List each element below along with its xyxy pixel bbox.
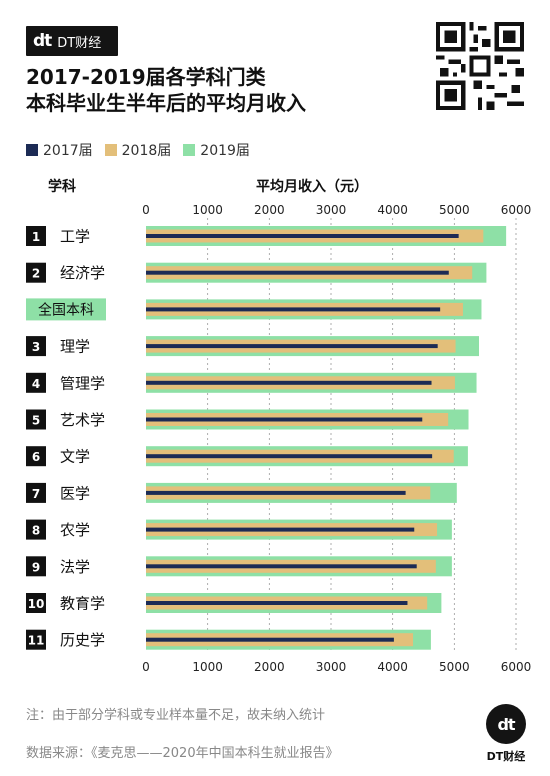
x-tick-label-bottom-3000: 3000 [316, 660, 347, 674]
legend-label-2017: 2017届 [43, 143, 93, 159]
subject-column-header: 学科 [48, 179, 76, 195]
bar-2017-6 [146, 454, 433, 459]
rank-badge-9 [26, 519, 46, 540]
bar-2017-1 [146, 270, 449, 275]
bar-2017-8 [146, 527, 415, 532]
rank-number-2: 2 [32, 267, 40, 281]
x-tick-label-top-0: 0 [142, 203, 150, 217]
rank-number-12: 11 [28, 634, 45, 648]
rank-number-4: 3 [32, 340, 40, 354]
category-label-9: 农学 [60, 521, 90, 539]
rank-badge-12 [26, 629, 46, 650]
x-tick-label-top-3000: 3000 [316, 203, 347, 217]
bar-2017-5 [146, 417, 423, 422]
x-tick-label-top-5000: 5000 [439, 203, 470, 217]
title-line-2: 本科毕业生半年后的平均月收入 [26, 91, 306, 115]
rank-badge-5 [26, 372, 46, 393]
data-source: 数据来源：《麦克思——2020年中国本科生就业报告》 [26, 746, 339, 761]
footnote: 注：由于部分学科或专业样本量不足，故未纳入统计 [26, 708, 326, 723]
x-tick-label-top-6000: 6000 [501, 203, 532, 217]
rank-badge-4 [26, 336, 46, 357]
rank-badge-1 [26, 226, 46, 246]
bar-2017-4 [146, 380, 432, 385]
chart-title: 2017-2019届各学科门类 本科毕业生半年后的平均月收入 [26, 64, 306, 116]
rank-number-8: 7 [32, 487, 40, 501]
x-tick-label-bottom-5000: 5000 [439, 660, 470, 674]
rank-number-11: 10 [28, 597, 45, 611]
income-axis-header: 平均月收入（元） [256, 179, 368, 195]
category-label-11: 教育学 [60, 595, 105, 613]
rank-number-5: 4 [32, 377, 40, 391]
rank-badge-10 [26, 556, 46, 577]
rank-badge-11 [26, 593, 46, 613]
legend-item-2019: 2019届 [183, 140, 250, 160]
rank-number-6: 5 [32, 414, 40, 428]
rank-number-9: 8 [32, 524, 40, 538]
bottom-logo: dt DT财经 [481, 704, 531, 766]
bar-2017-9 [146, 564, 417, 569]
bottom-logo-text: DT财经 [486, 750, 526, 763]
rank-badge-7 [26, 446, 46, 467]
bar-2017-2 [146, 307, 441, 312]
category-label-7: 文学 [60, 448, 90, 466]
category-label-1: 工学 [60, 228, 90, 246]
x-tick-label-bottom-2000: 2000 [254, 660, 285, 674]
legend-swatch-2017 [26, 144, 38, 156]
bar-2017-7 [146, 490, 406, 495]
x-tick-label-bottom-0: 0 [142, 660, 150, 674]
bottom-logo-mark: dt [486, 704, 526, 744]
category-label-4: 理学 [60, 338, 90, 356]
legend-item-2017: 2017届 [26, 140, 93, 160]
bar-2017-10 [146, 601, 408, 605]
bar-chart: 0 0 1000 1000 2000 2000 3000 3000 4000 4000 5000 50… [26, 203, 532, 674]
category-label-national: 全国本科 [38, 301, 94, 318]
category-label-12: 历史学 [60, 631, 105, 649]
rank-number-1: 1 [32, 230, 40, 244]
x-tick-label-bottom-1000: 1000 [192, 660, 223, 674]
chart-legend: 2017届 2018届 2019届 [26, 140, 262, 160]
category-label-5: 管理学 [60, 374, 105, 392]
x-tick-label-bottom-6000: 6000 [501, 660, 532, 674]
bar-2017-11 [146, 637, 394, 642]
legend-swatch-2018 [104, 144, 117, 156]
bar-2017-0 [146, 234, 459, 238]
rank-badge-8 [26, 482, 46, 503]
rank-badge-2 [26, 262, 46, 283]
bar-2017-3 [146, 344, 438, 349]
legend-swatch-2019 [183, 144, 196, 156]
qr-code-icon [436, 22, 524, 110]
category-label-10: 法学 [60, 558, 90, 576]
title-line-1: 2017-2019届各学科门类 [26, 65, 266, 89]
brand-logo: dt DT财经 [26, 26, 118, 56]
rank-number-7: 6 [32, 450, 40, 464]
category-label-2: 经济学 [60, 264, 105, 282]
rank-badge-6 [26, 409, 46, 430]
x-tick-label-top-2000: 2000 [254, 203, 285, 217]
x-tick-label-bottom-4000: 4000 [377, 660, 408, 674]
rank-number-10: 9 [32, 560, 40, 574]
x-tick-label-top-1000: 1000 [192, 203, 223, 217]
brand-name: DT财经 [57, 35, 102, 51]
category-label-6: 艺术学 [60, 411, 105, 429]
national-highlight-box [26, 298, 106, 321]
category-label-8: 医学 [60, 484, 90, 502]
legend-item-2018: 2018届 [104, 140, 172, 160]
legend-label-2019: 2019届 [200, 143, 250, 159]
legend-label-2018: 2018届 [121, 143, 172, 159]
x-tick-label-top-4000: 4000 [377, 203, 408, 217]
brand-mark: dt [33, 31, 52, 51]
